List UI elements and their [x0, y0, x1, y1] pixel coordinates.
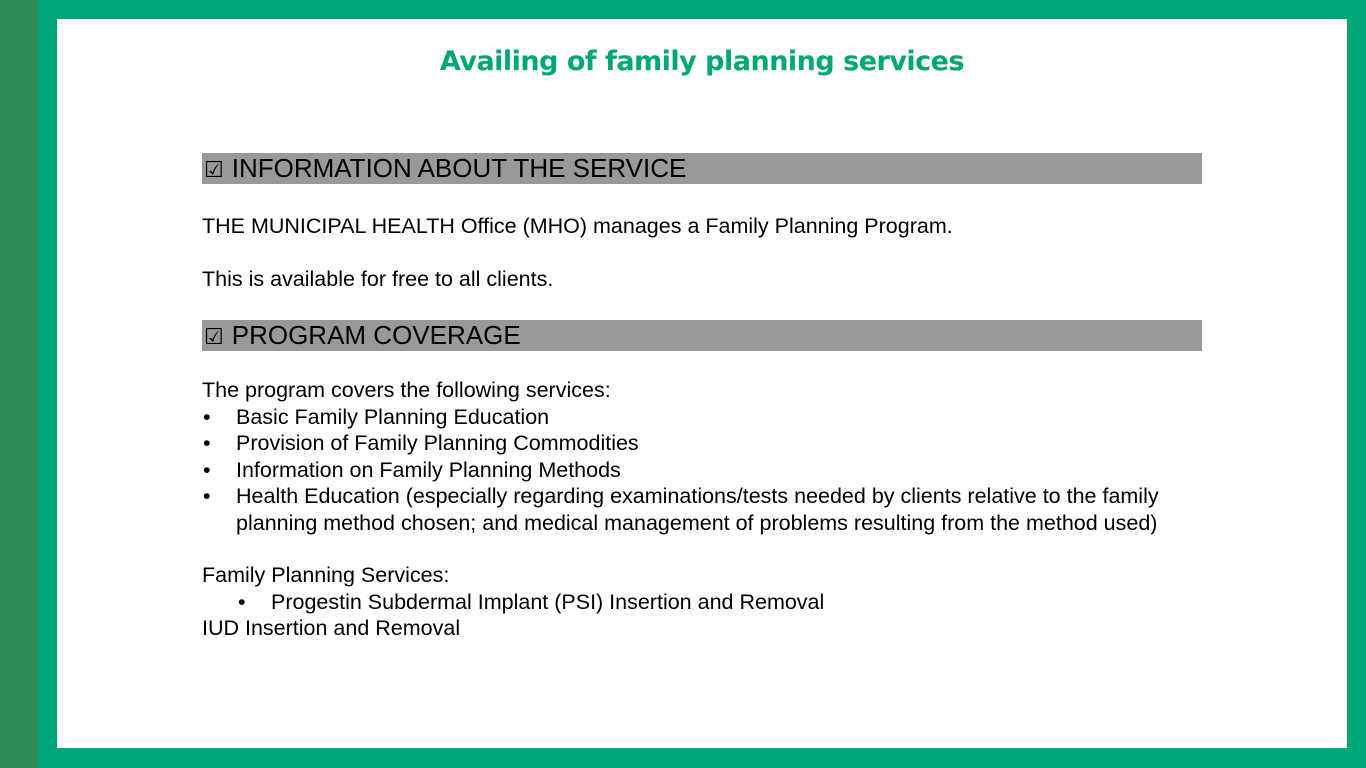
list-item: • Health Education (especially regarding … [203, 484, 1159, 535]
bullet-icon: • [203, 431, 211, 455]
iud-line: IUD Insertion and Removal [202, 616, 461, 640]
list-item: • Information on Family Planning Methods [203, 457, 621, 482]
section-header-information: ☑ INFORMATION ABOUT THE SERVICE [202, 153, 1202, 184]
section-header-label: PROGRAM COVERAGE [231, 320, 521, 350]
list-item: • Provision of Family Planning Commoditie… [203, 431, 639, 455]
bullet-icon: • [203, 484, 211, 508]
checkbox-icon: ☑ [204, 158, 224, 183]
fp-services-label: Family Planning Services: [202, 563, 450, 587]
slide-canvas: Availing of family planning services ☑ IN… [57, 19, 1347, 748]
fp-services-list: • Progestin Subdermal Implant (PSI) Inser… [202, 589, 1202, 616]
slide-title: Availing of family planning services [439, 46, 965, 77]
bullet-icon: • [203, 457, 211, 482]
coverage-list: • Basic Family Planning Education • Provis… [202, 404, 1202, 537]
checkbox-icon: ☑ [204, 325, 224, 350]
section-header-coverage: ☑ PROGRAM COVERAGE [202, 320, 1202, 351]
bullet-icon: • [238, 589, 246, 614]
side-accent-strip [0, 0, 38, 768]
list-item: • Basic Family Planning Education [203, 404, 550, 429]
list-item: • Progestin Subdermal Implant (PSI) Inser… [238, 589, 825, 614]
slide-content: ☑ INFORMATION ABOUT THE SERVICE THE MUNIC… [202, 153, 1202, 642]
coverage-intro: The program covers the following service… [202, 378, 611, 402]
section-header-label: INFORMATION ABOUT THE SERVICE [231, 153, 687, 183]
paragraph-free-availability: This is available for free to all client… [202, 266, 554, 291]
bullet-icon: • [203, 404, 211, 429]
paragraph-mho-program: THE MUNICIPAL HEALTH Office (MHO) manage… [202, 214, 953, 238]
